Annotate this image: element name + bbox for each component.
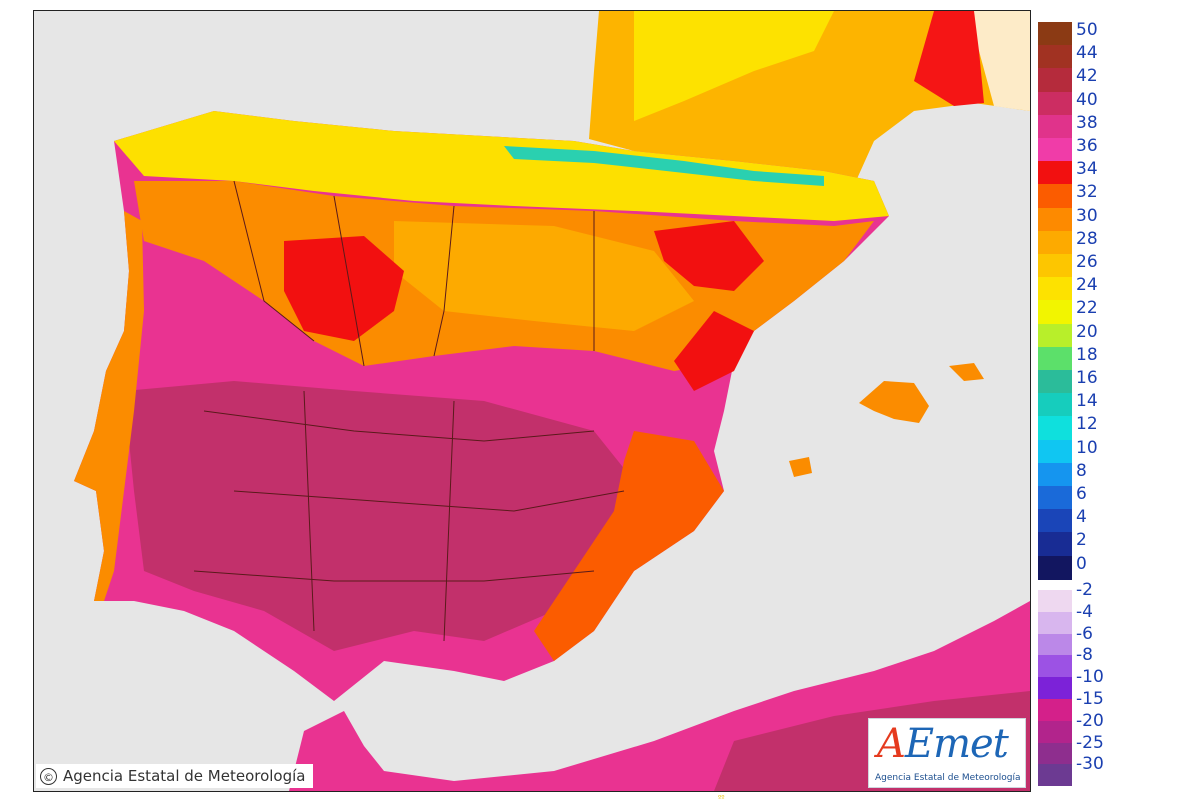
province-borders bbox=[193, 180, 625, 642]
legend-swatch bbox=[1038, 633, 1072, 656]
legend-tick-label: -10 bbox=[1076, 667, 1104, 688]
legend-swatch bbox=[1038, 114, 1072, 139]
legend-swatch bbox=[1038, 532, 1072, 557]
copyright-icon: © bbox=[40, 767, 57, 785]
menorca bbox=[949, 363, 984, 381]
legend-tick-label: 6 bbox=[1076, 484, 1087, 504]
legend-swatch bbox=[1038, 277, 1072, 302]
logo-subtitle: Agencia Estatal de Meteorología bbox=[875, 773, 1021, 783]
legend-swatch bbox=[1038, 462, 1072, 487]
legend-tick-label: 18 bbox=[1076, 344, 1098, 365]
legend-swatch bbox=[1038, 555, 1072, 580]
legend-tick-label: 8 bbox=[1076, 460, 1087, 481]
legend-tick-label: -30 bbox=[1076, 754, 1104, 775]
foreign-land-ne bbox=[964, 11, 1030, 111]
south-extreme bbox=[124, 381, 634, 651]
legend-swatch bbox=[1038, 254, 1072, 278]
portugal-coast bbox=[74, 211, 144, 601]
legend-swatch bbox=[1038, 590, 1072, 612]
legend-swatch bbox=[1038, 45, 1072, 70]
legend-tick-label: -8 bbox=[1076, 645, 1093, 666]
legend-tick-label: 30 bbox=[1076, 205, 1098, 226]
north-plateau-mid bbox=[394, 221, 694, 331]
legend-tick-label: 0 bbox=[1076, 553, 1087, 574]
france-north-cool bbox=[634, 11, 834, 121]
legend-tick-label: 34 bbox=[1076, 159, 1098, 180]
legend-tick-label: 26 bbox=[1076, 252, 1098, 272]
legend-tick-label: 40 bbox=[1076, 89, 1098, 110]
legend-swatch bbox=[1038, 720, 1072, 743]
legend-swatch bbox=[1038, 742, 1072, 765]
legend-tick-label: 44 bbox=[1076, 43, 1098, 64]
logo-wordmark: AEmet bbox=[877, 721, 1009, 767]
legend-swatch bbox=[1038, 486, 1072, 510]
footer-mark: ºº bbox=[718, 794, 725, 802]
mallorca bbox=[859, 381, 929, 423]
legend-tick-label: -6 bbox=[1076, 623, 1093, 644]
legend-tick-label: 4 bbox=[1076, 507, 1087, 528]
legend-tick-label: 10 bbox=[1076, 437, 1098, 458]
legend-tick-label: 38 bbox=[1076, 112, 1098, 133]
legend-tick-label: 28 bbox=[1076, 228, 1098, 249]
legend-swatch bbox=[1038, 699, 1072, 721]
legend-tick-label: -15 bbox=[1076, 689, 1104, 709]
france-southeast-hot bbox=[914, 11, 984, 106]
legend-tick-label: -2 bbox=[1076, 580, 1093, 600]
legend-swatch bbox=[1038, 22, 1072, 46]
legend-tick-label: 42 bbox=[1076, 66, 1098, 87]
legend-swatch bbox=[1038, 323, 1072, 348]
legend-swatch bbox=[1038, 439, 1072, 464]
legend-swatch bbox=[1038, 655, 1072, 678]
copyright-text: Agencia Estatal de Meteorología bbox=[63, 767, 306, 785]
legend-swatch bbox=[1038, 416, 1072, 441]
legend-swatch bbox=[1038, 138, 1072, 162]
legend-swatch bbox=[1038, 207, 1072, 232]
aemet-logo: AEmet Agencia Estatal de Meteorología bbox=[868, 718, 1026, 788]
legend-swatch bbox=[1038, 509, 1072, 534]
legend-tick-label: 36 bbox=[1076, 136, 1098, 156]
legend-swatch bbox=[1038, 346, 1072, 371]
legend-tick-label: -4 bbox=[1076, 601, 1093, 622]
legend-tick-label: 16 bbox=[1076, 368, 1098, 388]
southeast-coast bbox=[534, 431, 724, 661]
legend-tick-label: 24 bbox=[1076, 275, 1098, 296]
legend-tick-label: -25 bbox=[1076, 732, 1104, 753]
legend-swatch bbox=[1038, 611, 1072, 634]
ibiza bbox=[789, 457, 812, 477]
hot-zone-duero bbox=[284, 236, 404, 341]
legend-swatch bbox=[1038, 161, 1072, 186]
hot-zone-east bbox=[674, 311, 754, 391]
legend-swatch bbox=[1038, 68, 1072, 93]
hot-zone-ebro bbox=[654, 221, 764, 291]
legend-tick-label: 14 bbox=[1076, 391, 1098, 412]
legend-swatch bbox=[1038, 300, 1072, 325]
legend-tick-label: 50 bbox=[1076, 20, 1098, 40]
legend-swatch bbox=[1038, 91, 1072, 116]
legend-tick-label: 22 bbox=[1076, 298, 1098, 319]
legend-tick-label: 2 bbox=[1076, 530, 1087, 551]
legend-swatch bbox=[1038, 184, 1072, 209]
legend-tick-label: 32 bbox=[1076, 182, 1098, 203]
legend-swatch bbox=[1038, 677, 1072, 700]
legend-swatch bbox=[1038, 370, 1072, 394]
map-canvas bbox=[34, 11, 1030, 791]
legend-tick-label: 12 bbox=[1076, 414, 1098, 435]
legend-tick-label: 20 bbox=[1076, 321, 1098, 342]
legend-swatch bbox=[1038, 764, 1072, 787]
legend-swatch bbox=[1038, 393, 1072, 418]
temperature-map[interactable]: © Agencia Estatal de Meteorología AEmet … bbox=[33, 10, 1031, 792]
pyrenees-band bbox=[504, 146, 824, 186]
legend-tick-label: -20 bbox=[1076, 710, 1104, 731]
north-coast-cool bbox=[114, 111, 889, 221]
legend-swatch bbox=[1038, 230, 1072, 255]
copyright-label: © Agencia Estatal de Meteorología bbox=[36, 764, 314, 788]
